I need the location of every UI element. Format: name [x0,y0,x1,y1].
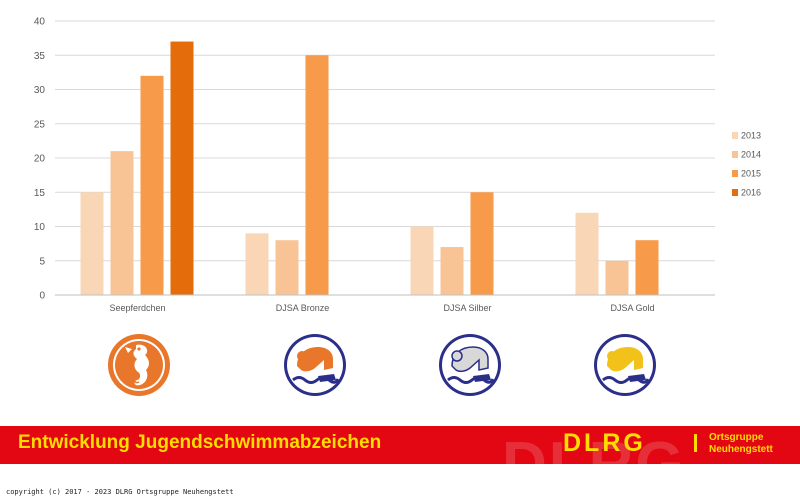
footer-banner: DLRG Entwicklung Jugendschwimmabzeichen … [0,426,800,464]
x-category-label: DJSA Silber [443,303,491,313]
x-category-label: DJSA Gold [610,303,654,313]
swimmer-gold-badge-icon [594,334,656,396]
legend-swatch-2014 [732,151,738,158]
x-axis: Seepferdchen DJSA Bronze DJSA Silber DJSA G… [109,303,654,313]
copyright-notice: copyright (c) 2017 - 2023 DLRG Ortsgrupp… [6,488,234,496]
y-tick-label: 20 [34,154,46,165]
ortsgruppe-label: Ortsgruppe Neuhengstett [709,432,773,456]
bar-2014-djsa-gold [605,260,629,295]
ortsgruppe-line2: Neuhengstett [709,444,773,455]
logo-divider [694,434,697,452]
legend-label-2014: 2014 [741,150,761,160]
bar-2014-djsa-bronze [275,240,299,295]
swimmer-bronze-badge-icon [284,334,346,396]
x-category-label: Seepferdchen [109,303,165,313]
bar-2016-seepferdchen [170,41,194,295]
seahorse-badge-icon [108,334,170,396]
legend-label-2013: 2013 [741,131,761,141]
bar-2015-djsa-gold [635,240,659,295]
y-tick-label: 40 [34,17,46,28]
banner-title: Entwicklung Jugendschwimmabzeichen [18,432,382,453]
y-tick-label: 25 [34,119,46,130]
legend-label-2015: 2015 [741,169,761,179]
banner-watermark: DLRG [502,434,686,465]
bar-2015-seepferdchen [140,75,164,295]
swimmer-silver-badge-icon [439,334,501,396]
bar-2013-djsa-silber [410,226,434,295]
legend-swatch-2013 [732,132,738,139]
y-tick-label: 35 [34,51,46,62]
y-tick-label: 10 [34,222,46,233]
y-tick-label: 30 [34,85,46,96]
y-tick-label: 5 [39,256,45,267]
bar-2015-djsa-silber [470,192,494,295]
bar-2014-seepferdchen [110,151,134,295]
chart-bars [80,41,659,295]
dlrg-logo: DLRG [563,429,646,457]
ortsgruppe-line1: Ortsgruppe [709,432,764,443]
chart-legend: 2013 2014 2015 2016 [732,131,761,198]
legend-swatch-2015 [732,170,738,177]
bar-2014-djsa-silber [440,247,464,295]
y-tick-label: 0 [39,291,45,302]
bar-chart: 0 5 10 15 20 25 30 35 40 Seepferdchen DJSA Bronze… [34,17,761,314]
y-tick-label: 15 [34,188,46,199]
chart-gridlines [55,20,715,296]
x-category-label: DJSA Bronze [276,303,330,313]
bar-2013-djsa-bronze [245,233,269,295]
bar-2013-seepferdchen [80,192,104,295]
legend-swatch-2016 [732,189,738,196]
y-axis: 0 5 10 15 20 25 30 35 40 [34,17,46,302]
bar-2013-djsa-gold [575,212,599,295]
legend-label-2016: 2016 [741,188,761,198]
bar-2015-djsa-bronze [305,55,329,295]
